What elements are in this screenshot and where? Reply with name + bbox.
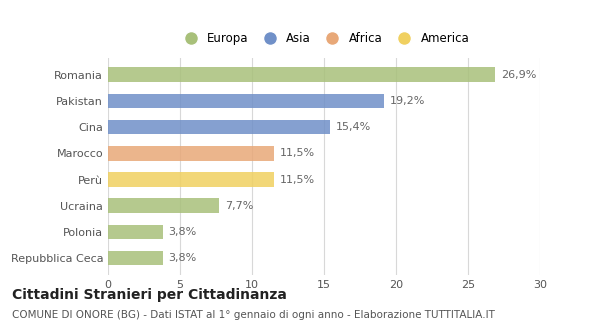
Text: 3,8%: 3,8% xyxy=(169,253,197,263)
Bar xyxy=(108,120,330,134)
Bar xyxy=(108,225,163,239)
Text: 3,8%: 3,8% xyxy=(169,227,197,237)
Text: 19,2%: 19,2% xyxy=(390,96,425,106)
Text: COMUNE DI ONORE (BG) - Dati ISTAT al 1° gennaio di ogni anno - Elaborazione TUTT: COMUNE DI ONORE (BG) - Dati ISTAT al 1° … xyxy=(12,310,495,320)
Text: 11,5%: 11,5% xyxy=(280,148,314,158)
Text: 15,4%: 15,4% xyxy=(335,122,371,132)
Text: Cittadini Stranieri per Cittadinanza: Cittadini Stranieri per Cittadinanza xyxy=(12,288,287,302)
Text: 11,5%: 11,5% xyxy=(280,174,314,185)
Bar xyxy=(108,172,274,187)
Bar xyxy=(108,146,274,161)
Text: 26,9%: 26,9% xyxy=(501,70,536,80)
Text: 7,7%: 7,7% xyxy=(224,201,253,211)
Bar xyxy=(108,94,385,108)
Bar xyxy=(108,198,219,213)
Legend: Europa, Asia, Africa, America: Europa, Asia, Africa, America xyxy=(176,30,472,47)
Bar xyxy=(108,68,496,82)
Bar xyxy=(108,251,163,265)
